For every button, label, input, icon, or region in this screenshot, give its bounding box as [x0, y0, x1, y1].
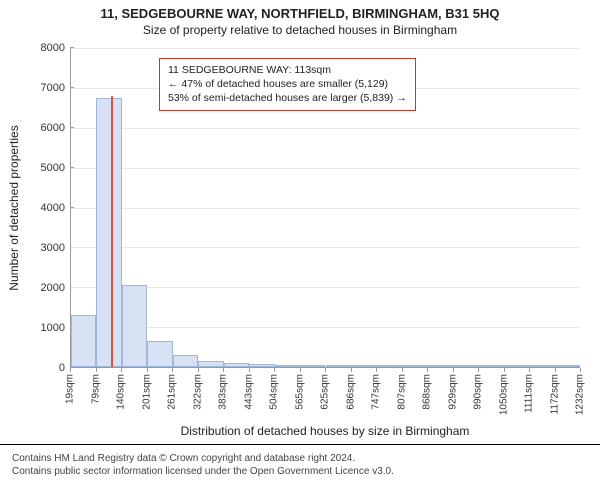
page-subtitle: Size of property relative to detached ho…: [0, 21, 600, 39]
x-tick-label: 1232sqm: [575, 374, 586, 415]
annotation-line-2: ← 47% of detached houses are smaller (5,…: [168, 77, 407, 91]
chart-container: Number of detached properties 0100020003…: [0, 42, 600, 438]
x-tick-label: 322sqm: [192, 374, 203, 410]
gridline: [71, 208, 580, 209]
y-tick-label: 3000: [10, 242, 70, 254]
annotation-line-1: 11 SEDGEBOURNE WAY: 113sqm: [168, 63, 407, 77]
x-tick-label: 79sqm: [90, 374, 101, 404]
x-tick-label: 807sqm: [396, 374, 407, 410]
x-axis-ticks: 19sqm79sqm140sqm201sqm261sqm322sqm383sqm…: [70, 368, 580, 420]
footer-line-2: Contains public sector information licen…: [12, 466, 588, 477]
histogram-bar: [300, 365, 325, 367]
histogram-bar: [122, 285, 147, 367]
histogram-bar: [224, 363, 249, 367]
histogram-bar: [427, 365, 452, 367]
x-tick-mark: [529, 368, 530, 372]
x-tick-mark: [427, 368, 428, 372]
x-tick-label: 19sqm: [65, 374, 76, 404]
x-tick-label: 929sqm: [447, 374, 458, 410]
gridline: [71, 287, 580, 288]
x-tick-label: 383sqm: [218, 374, 229, 410]
y-tick-label: 8000: [10, 42, 70, 54]
x-tick-mark: [402, 368, 403, 372]
x-tick-label: 261sqm: [167, 374, 178, 410]
gridline: [71, 168, 580, 169]
histogram-bar: [96, 98, 121, 367]
histogram-bar: [147, 341, 172, 367]
x-axis-label: Distribution of detached houses by size …: [70, 424, 580, 438]
x-tick-label: 565sqm: [294, 374, 305, 410]
x-tick-mark: [376, 368, 377, 372]
x-tick-mark: [351, 368, 352, 372]
x-tick-mark: [249, 368, 250, 372]
plot-area: 11 SEDGEBOURNE WAY: 113sqm ← 47% of deta…: [70, 48, 580, 368]
x-tick-mark: [198, 368, 199, 372]
histogram-bar: [376, 365, 401, 367]
x-tick-label: 1050sqm: [498, 374, 509, 415]
footer-line-1: Contains HM Land Registry data © Crown c…: [12, 453, 588, 464]
y-tick-label: 1000: [10, 322, 70, 334]
y-tick-label: 0: [10, 362, 70, 374]
x-tick-label: 443sqm: [243, 374, 254, 410]
x-tick-label: 625sqm: [320, 374, 331, 410]
annotation-box: 11 SEDGEBOURNE WAY: 113sqm ← 47% of deta…: [159, 58, 416, 111]
x-tick-mark: [274, 368, 275, 372]
y-tick-label: 2000: [10, 282, 70, 294]
histogram-bar: [71, 315, 96, 367]
histogram-bar: [402, 365, 427, 367]
histogram-bar: [453, 365, 478, 367]
histogram-bar: [529, 365, 554, 367]
x-tick-label: 201sqm: [141, 374, 152, 410]
x-tick-mark: [478, 368, 479, 372]
gridline: [71, 247, 580, 248]
x-tick-label: 990sqm: [473, 374, 484, 410]
x-tick-mark: [580, 368, 581, 372]
x-tick-mark: [96, 368, 97, 372]
y-tick-label: 6000: [10, 122, 70, 134]
y-tick-label: 4000: [10, 202, 70, 214]
x-tick-label: 1172sqm: [549, 374, 560, 414]
gridline: [71, 48, 580, 49]
y-axis-ticks: 010002000300040005000600070008000: [0, 48, 70, 368]
histogram-bar: [351, 365, 376, 367]
histogram-bar: [249, 364, 274, 367]
gridline: [71, 128, 580, 129]
x-tick-mark: [121, 368, 122, 372]
histogram-bar: [198, 361, 223, 367]
histogram-bar: [504, 365, 529, 367]
x-tick-mark: [325, 368, 326, 372]
x-tick-mark: [172, 368, 173, 372]
property-marker-line: [111, 96, 113, 367]
x-tick-label: 140sqm: [116, 374, 127, 410]
y-tick-label: 5000: [10, 162, 70, 174]
x-tick-mark: [70, 368, 71, 372]
gridline: [71, 327, 580, 328]
x-tick-mark: [223, 368, 224, 372]
x-tick-mark: [504, 368, 505, 372]
x-tick-label: 747sqm: [371, 374, 382, 410]
x-tick-label: 868sqm: [422, 374, 433, 410]
histogram-bar: [326, 365, 351, 367]
histogram-bar: [555, 365, 580, 367]
annotation-line-3: 53% of semi-detached houses are larger (…: [168, 91, 407, 105]
x-tick-label: 504sqm: [269, 374, 280, 410]
y-tick-label: 7000: [10, 82, 70, 94]
page-title: 11, SEDGEBOURNE WAY, NORTHFIELD, BIRMING…: [0, 0, 600, 21]
histogram-bar: [478, 365, 503, 367]
footer-attribution: Contains HM Land Registry data © Crown c…: [0, 444, 600, 500]
x-tick-mark: [453, 368, 454, 372]
x-tick-label: 686sqm: [345, 374, 356, 410]
x-tick-mark: [300, 368, 301, 372]
histogram-bar: [275, 365, 300, 367]
x-tick-mark: [147, 368, 148, 372]
x-tick-label: 1111sqm: [524, 374, 535, 413]
x-tick-mark: [555, 368, 556, 372]
histogram-bar: [173, 355, 198, 367]
